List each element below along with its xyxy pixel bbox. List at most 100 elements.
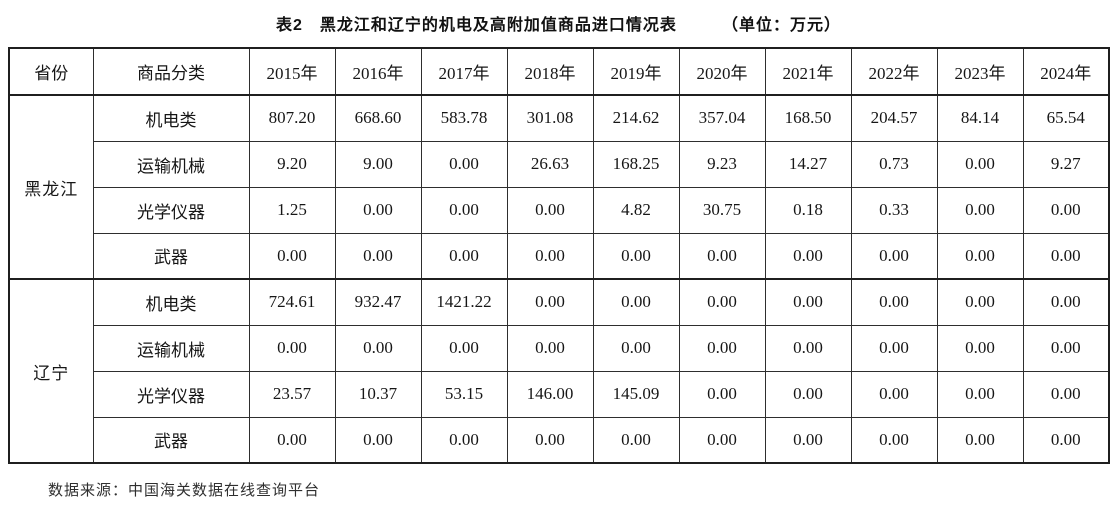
value-cell: 0.00 — [420, 232, 508, 280]
value-cell: 168.25 — [592, 140, 680, 188]
province-cell-1: 辽宁 — [8, 278, 94, 464]
value-cell: 0.00 — [678, 278, 766, 326]
table-body: 黑龙江 机电类 807.20 668.60 583.78 301.08 214.62 357.… — [8, 94, 1110, 464]
value-cell: 0.00 — [1022, 186, 1110, 234]
table-row: 辽宁 机电类 724.61 932.47 1421.22 0.00 0.00 0.00 0.00… — [8, 278, 1110, 464]
value-cell: 4.82 — [592, 186, 680, 234]
category-cell: 运输机械 — [92, 324, 250, 372]
value-cell: 0.00 — [764, 324, 852, 372]
import-data-table: 省份 商品分类 2015年 2016年 2017年 2018年 2019年 2020年 20… — [8, 47, 1110, 464]
value-cell: 0.18 — [764, 186, 852, 234]
value-cell: 53.15 — [420, 370, 508, 418]
value-cell: 0.00 — [420, 324, 508, 372]
value-cell: 0.00 — [506, 278, 594, 326]
table-title: 表2 黑龙江和辽宁的机电及高附加值商品进口情况表 （单位：万元） — [0, 0, 1117, 35]
value-cell: 0.00 — [936, 232, 1024, 280]
value-cell: 0.00 — [764, 416, 852, 464]
value-cell: 9.27 — [1022, 140, 1110, 188]
value-cell: 0.00 — [936, 324, 1024, 372]
value-cell: 145.09 — [592, 370, 680, 418]
value-cell: 65.54 — [1022, 94, 1110, 142]
value-cell: 0.00 — [592, 324, 680, 372]
value-cell: 84.14 — [936, 94, 1024, 142]
value-cell: 0.00 — [1022, 232, 1110, 280]
header-year-2017: 2017年 — [420, 47, 508, 96]
value-cell: 1421.22 — [420, 278, 508, 326]
value-cell: 168.50 — [764, 94, 852, 142]
value-cell: 146.00 — [506, 370, 594, 418]
category-cell: 光学仪器 — [92, 186, 250, 234]
header-year-2023: 2023年 — [936, 47, 1024, 96]
value-cell: 0.00 — [248, 324, 336, 372]
value-cell: 0.00 — [1022, 370, 1110, 418]
header-province: 省份 — [8, 47, 94, 96]
value-cell: 0.00 — [334, 324, 422, 372]
value-cell: 204.57 — [850, 94, 938, 142]
value-cell: 0.00 — [936, 370, 1024, 418]
header-year-2019: 2019年 — [592, 47, 680, 96]
value-cell: 0.00 — [678, 370, 766, 418]
value-cell: 0.00 — [850, 324, 938, 372]
category-cell: 武器 — [92, 416, 250, 464]
header-year-2022: 2022年 — [850, 47, 938, 96]
table-title-main: 表2 黑龙江和辽宁的机电及高附加值商品进口情况表 — [276, 17, 677, 34]
value-cell: 0.00 — [592, 416, 680, 464]
value-cell: 0.00 — [420, 140, 508, 188]
value-cell: 0.00 — [248, 232, 336, 280]
table-row: 武器 0.00 0.00 0.00 0.00 0.00 0.00 0.00 0.00 0.00 0.… — [9, 416, 1110, 464]
value-cell: 0.00 — [506, 416, 594, 464]
value-cell: 0.33 — [850, 186, 938, 234]
value-cell: 0.00 — [420, 186, 508, 234]
value-cell: 932.47 — [334, 278, 422, 326]
value-cell: 583.78 — [420, 94, 508, 142]
value-cell: 0.00 — [1022, 324, 1110, 372]
header-year-2015: 2015年 — [248, 47, 336, 96]
value-cell: 0.00 — [334, 416, 422, 464]
value-cell: 9.00 — [334, 140, 422, 188]
value-cell: 0.00 — [850, 370, 938, 418]
category-cell: 运输机械 — [92, 140, 250, 188]
header-row: 省份 商品分类 2015年 2016年 2017年 2018年 2019年 2020年 20… — [8, 47, 1110, 96]
province-cell-0: 黑龙江 — [8, 94, 94, 280]
value-cell: 0.00 — [936, 140, 1024, 188]
table-row: 光学仪器 1.25 0.00 0.00 0.00 4.82 30.75 0.18 0.33 0.0… — [9, 186, 1110, 234]
header-year-2016: 2016年 — [334, 47, 422, 96]
value-cell: 0.00 — [420, 416, 508, 464]
value-cell: 0.00 — [850, 278, 938, 326]
table-row: 黑龙江 机电类 807.20 668.60 583.78 301.08 214.62 357.… — [8, 94, 1110, 280]
value-cell: 0.00 — [334, 232, 422, 280]
table-row: 光学仪器 23.57 10.37 53.15 146.00 145.09 0.00 0.00 0… — [9, 370, 1110, 418]
value-cell: 0.00 — [850, 416, 938, 464]
value-cell: 9.23 — [678, 140, 766, 188]
value-cell: 807.20 — [248, 94, 336, 142]
value-cell: 0.00 — [1022, 278, 1110, 326]
value-cell: 0.00 — [248, 416, 336, 464]
value-cell: 0.00 — [506, 232, 594, 280]
value-cell: 0.00 — [678, 232, 766, 280]
value-cell: 9.20 — [248, 140, 336, 188]
category-cell: 光学仪器 — [92, 370, 250, 418]
header-category: 商品分类 — [92, 47, 250, 96]
value-cell: 26.63 — [506, 140, 594, 188]
value-cell: 10.37 — [334, 370, 422, 418]
value-cell: 0.00 — [850, 232, 938, 280]
value-cell: 214.62 — [592, 94, 680, 142]
category-cell: 武器 — [92, 232, 250, 280]
table-row: 运输机械 9.20 9.00 0.00 26.63 168.25 9.23 14.27 0.73… — [9, 140, 1110, 188]
value-cell: 724.61 — [248, 278, 336, 326]
value-cell: 301.08 — [506, 94, 594, 142]
table-title-unit: （单位：万元） — [721, 17, 841, 34]
header-year-2018: 2018年 — [506, 47, 594, 96]
value-cell: 0.00 — [936, 186, 1024, 234]
value-cell: 30.75 — [678, 186, 766, 234]
value-cell: 0.00 — [592, 232, 680, 280]
value-cell: 23.57 — [248, 370, 336, 418]
header-year-2020: 2020年 — [678, 47, 766, 96]
value-cell: 0.00 — [506, 186, 594, 234]
value-cell: 1.25 — [248, 186, 336, 234]
table-row: 运输机械 0.00 0.00 0.00 0.00 0.00 0.00 0.00 0.00 0.00… — [9, 324, 1110, 372]
value-cell: 0.00 — [334, 186, 422, 234]
header-year-2021: 2021年 — [764, 47, 852, 96]
category-cell: 机电类 — [92, 94, 250, 142]
